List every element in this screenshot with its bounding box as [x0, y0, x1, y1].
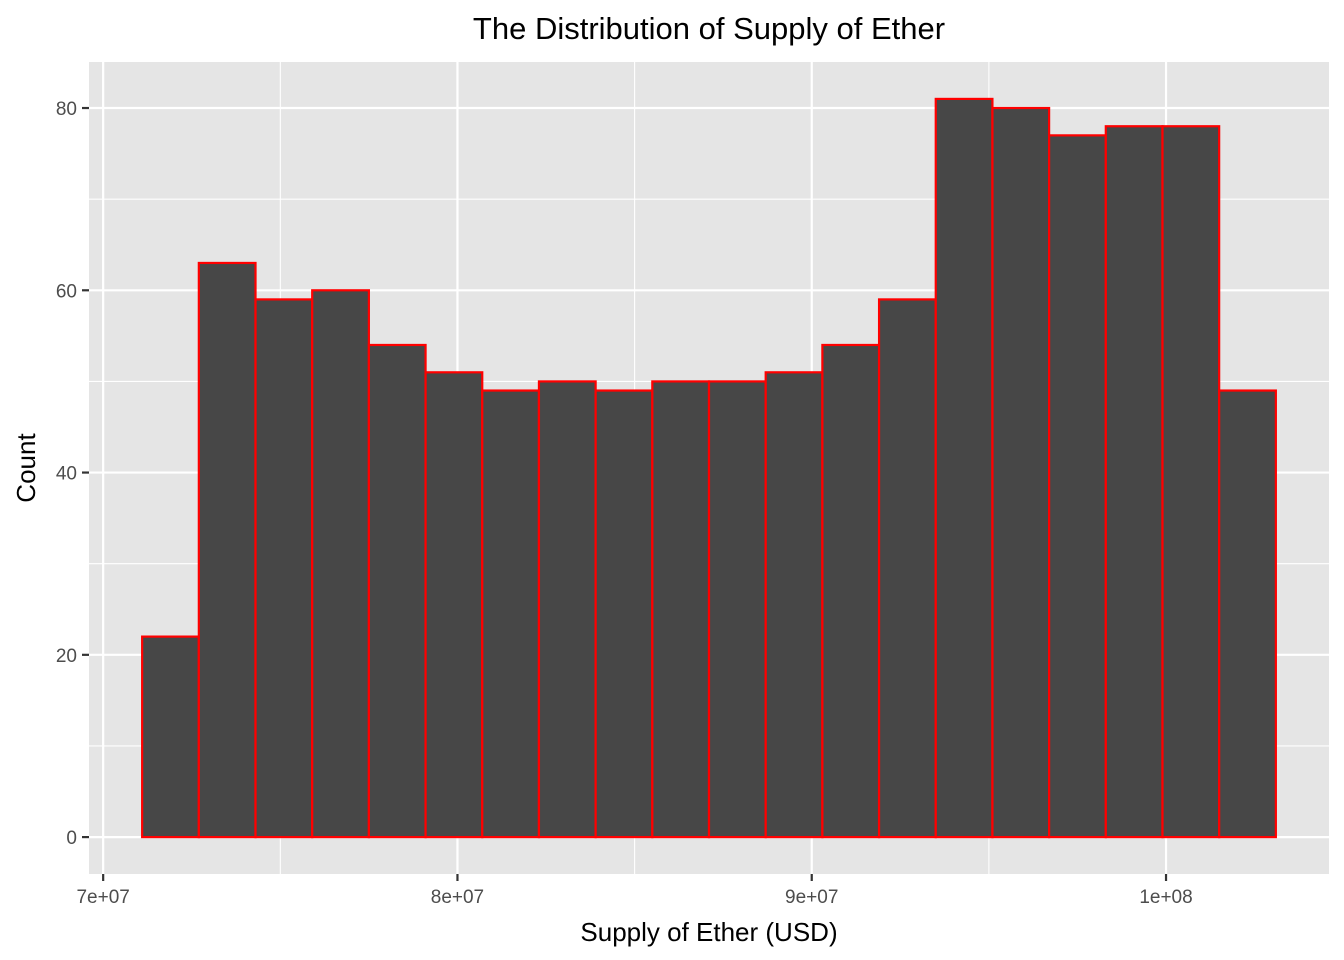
histogram-bar: [877, 298, 937, 839]
histogram-bar: [367, 343, 427, 839]
y-tick-label: 0: [66, 828, 77, 849]
histogram-bar: [934, 97, 994, 839]
y-axis-title: Count: [11, 433, 41, 503]
chart-title: The Distribution of Supply of Ether: [473, 11, 945, 46]
histogram-bar: [424, 371, 484, 839]
y-tick-label: 60: [56, 281, 77, 302]
histogram-bar: [764, 371, 824, 839]
y-axis: 0 20 40 60 80: [56, 99, 89, 849]
x-tick-label: 7e+07: [76, 887, 129, 908]
histogram-bar: [594, 389, 654, 839]
histogram-bar: [1161, 125, 1221, 839]
x-axis-title: Supply of Ether (USD): [580, 917, 837, 947]
histogram-bar: [141, 635, 200, 839]
histogram-bars: [141, 97, 1277, 839]
histogram-bar: [254, 298, 314, 839]
y-tick-label: 20: [56, 646, 77, 667]
histogram-bar: [707, 380, 767, 839]
histogram-bar: [991, 106, 1051, 839]
y-tick-label: 40: [56, 464, 77, 485]
histogram-bar: [537, 380, 597, 839]
histogram-bar: [1048, 134, 1107, 839]
histogram-bar: [311, 289, 370, 839]
x-tick-label: 9e+07: [785, 887, 838, 908]
histogram-bar: [1218, 389, 1277, 839]
x-axis: 7e+07 8e+07 9e+07 1e+08: [76, 874, 1193, 908]
y-tick-label: 80: [56, 99, 77, 120]
x-tick-label: 8e+07: [431, 887, 484, 908]
histogram-bar: [197, 261, 257, 839]
x-tick-label: 1e+08: [1139, 887, 1192, 908]
histogram-bar: [651, 380, 711, 839]
histogram-bar: [821, 343, 881, 839]
histogram-bar: [1104, 125, 1164, 839]
histogram-bar: [481, 389, 541, 839]
